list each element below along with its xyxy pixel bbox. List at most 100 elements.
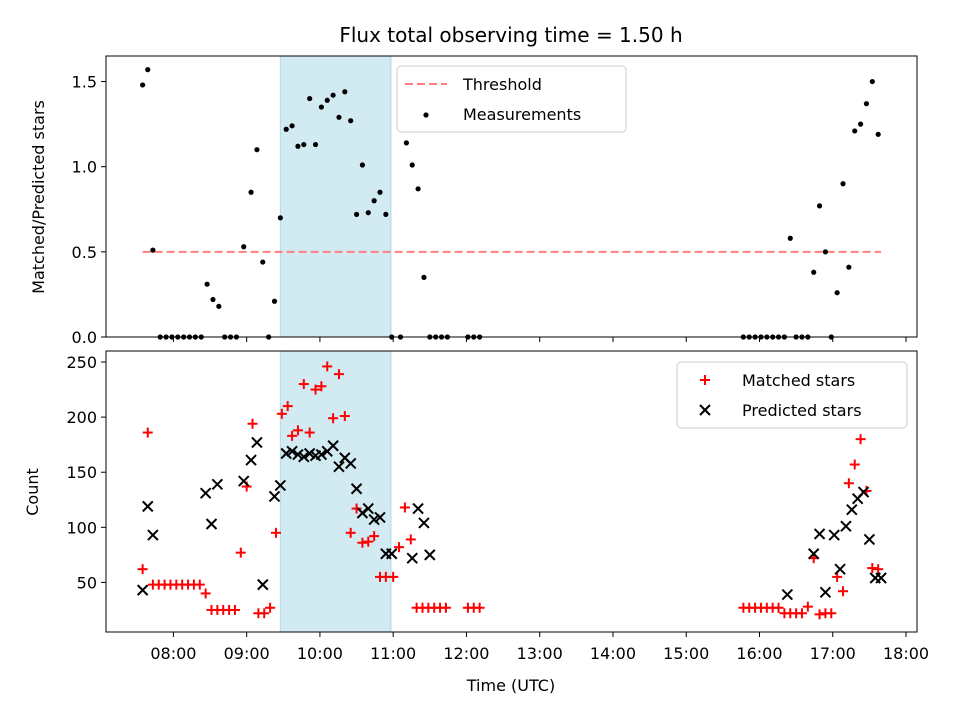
x-tick-label: 13:00 [517, 644, 563, 663]
predicted-star-mark-b [350, 483, 363, 495]
matched-star-point [832, 571, 843, 582]
measurement-point [204, 281, 210, 287]
predicted-star-mark-b [298, 451, 310, 463]
legend-measurement-label: Measurements [463, 105, 581, 124]
measurement-point [857, 121, 864, 127]
measurement-point [330, 92, 336, 98]
legend-measurement-swatch [423, 112, 429, 118]
predicted-star-mark-b [238, 475, 250, 487]
predicted-star-point [386, 548, 398, 560]
matched-star-point [298, 379, 309, 390]
predicted-star-mark-b [362, 502, 374, 515]
measurement-point [248, 189, 254, 195]
measurement-point [260, 259, 266, 265]
measurement-point [869, 78, 875, 85]
predicted-star-point [424, 549, 436, 561]
predicted-star-mark-b [846, 503, 858, 516]
matched-star-point [142, 427, 153, 438]
predicted-star-mark-b [245, 454, 257, 466]
measurement-point [277, 215, 283, 221]
top-panel-y-axis-label: Matched/Predicted stars [29, 100, 48, 294]
legend-predicted-label: Predicted stars [742, 401, 862, 420]
bottom-panel-x-axis-label: Time (UTC) [466, 676, 555, 695]
predicted-star-mark-b [199, 487, 212, 499]
measurement-point [301, 141, 307, 148]
measurement-point [318, 104, 324, 110]
measurement-point [140, 82, 146, 88]
predicted-star-point [828, 529, 840, 541]
predicted-star-mark-b [142, 500, 154, 513]
measurement-point [822, 249, 829, 255]
y-tick-label: 1.0 [72, 158, 97, 177]
measurement-point [811, 269, 817, 275]
measurement-point [371, 198, 377, 204]
matched-star-point [333, 369, 344, 380]
measurement-point [863, 101, 870, 107]
measurement-point [403, 140, 409, 146]
legend-matched-label: Matched stars [742, 371, 855, 390]
measurement-point [336, 114, 342, 120]
bottom-panel-y-axis-label: Count [23, 468, 42, 516]
measurement-point [216, 303, 222, 309]
predicted-star-mark-b [418, 517, 430, 529]
measurement-point [840, 181, 846, 187]
matched-star-point [357, 537, 368, 548]
y-tick-label: 100 [66, 518, 97, 537]
measurement-point [365, 210, 371, 216]
predicted-star-point [136, 584, 149, 596]
y-tick-label: 1.5 [72, 73, 97, 92]
shaded-region [279, 350, 392, 633]
x-tick-label: 17:00 [810, 644, 856, 663]
matched-star-point [229, 604, 240, 615]
matched-star-point [282, 401, 293, 412]
measurement-point [359, 162, 366, 168]
predicted-star-point [268, 490, 281, 503]
predicted-star-mark-b [863, 533, 876, 546]
predicted-star-mark-b [333, 460, 345, 473]
predicted-star-point [298, 451, 310, 463]
matched-star-point [826, 608, 837, 619]
predicted-star-mark-b [303, 447, 316, 460]
predicted-star-point [406, 552, 418, 564]
x-tick-label: 11:00 [370, 644, 416, 663]
predicted-star-point [199, 487, 212, 499]
predicted-star-mark-b [412, 502, 424, 515]
y-tick-label: 200 [66, 408, 97, 427]
predicted-star-point [327, 440, 339, 452]
matched-star-point [843, 478, 854, 489]
measurement-point [289, 123, 295, 129]
matched-star-point [322, 361, 333, 372]
measurement-point [846, 264, 852, 270]
predicted-star-point [245, 454, 257, 466]
measurement-point [787, 235, 793, 241]
matched-star-point [796, 608, 807, 619]
x-tick-label: 18:00 [883, 644, 929, 663]
predicted-star-mark-b [315, 448, 328, 461]
matched-star-point [276, 408, 287, 419]
top-legend: Threshold Measurements [396, 65, 627, 133]
predicted-star-mark-b [339, 452, 351, 464]
matched-star-point [867, 563, 878, 574]
predicted-star-mark-b [327, 440, 339, 452]
x-tick-label: 16:00 [736, 644, 782, 663]
measurement-point [295, 143, 301, 149]
measurement-point [145, 67, 151, 73]
predicted-star-point [333, 460, 345, 473]
measurement-point [241, 244, 247, 250]
predicted-star-mark-b [292, 448, 304, 461]
axes-frame [105, 55, 918, 338]
measurement-point [875, 131, 881, 137]
predicted-star-mark-b [813, 528, 826, 540]
y-tick-label: 50 [77, 573, 97, 592]
measurement-point [383, 211, 389, 217]
predicted-star-point [362, 502, 374, 515]
measurement-point [283, 126, 289, 132]
predicted-star-point [418, 517, 430, 529]
matched-star-point [773, 602, 784, 613]
measurement-point [210, 296, 216, 303]
predicted-star-point [147, 529, 159, 541]
top-panel-title: Flux total observing time = 1.50 h [339, 23, 682, 47]
matched-star-point [440, 602, 451, 613]
shaded-region [279, 55, 392, 338]
